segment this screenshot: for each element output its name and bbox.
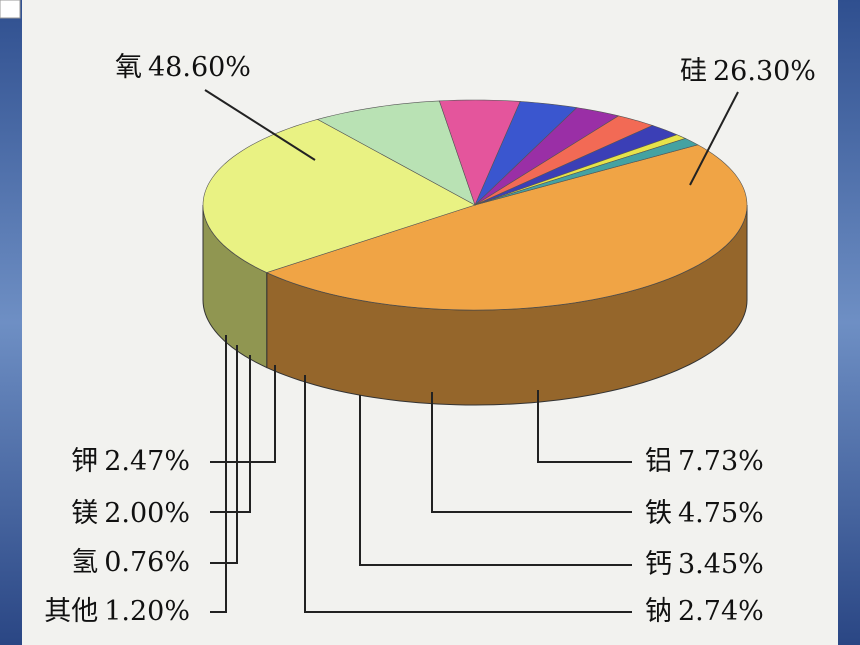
category-label: 钾 bbox=[71, 446, 98, 477]
slice-label: 钠 2.74% bbox=[645, 596, 764, 627]
value-label: 3.45% bbox=[678, 549, 764, 580]
leader-line bbox=[210, 345, 238, 564]
leader-line bbox=[204, 89, 316, 161]
slice-label: 铁 4.75% bbox=[645, 498, 764, 529]
leader-line bbox=[537, 390, 632, 463]
right-border bbox=[838, 0, 860, 645]
labels: 氧 48.60% 硅 26.30%铝 7.73%铁 4.75%钙 3.45%钠 2.74%钾 2… bbox=[44, 52, 816, 627]
value-label: 7.73% bbox=[678, 446, 764, 477]
slice bbox=[438, 99, 521, 206]
leader-line bbox=[210, 365, 276, 463]
leader-line bbox=[689, 91, 739, 186]
slice-label: 钾 2.47% bbox=[71, 446, 190, 477]
slice bbox=[474, 101, 578, 206]
value-label: 48.60% bbox=[148, 52, 251, 83]
slice-label: 铝 7.73% bbox=[645, 446, 764, 477]
leader-line bbox=[359, 395, 632, 566]
leader-line bbox=[431, 392, 632, 513]
value-label: 2.74% bbox=[678, 596, 764, 627]
slice-label: 氧 48.60% bbox=[115, 52, 251, 83]
slice bbox=[474, 115, 654, 206]
corner-tab bbox=[0, 0, 21, 19]
category-label: 硅 bbox=[680, 56, 707, 87]
category-label: 铁 bbox=[645, 498, 672, 529]
value-label: 4.75% bbox=[678, 498, 764, 529]
category-label: 钠 bbox=[645, 596, 672, 627]
value-label: 2.47% bbox=[104, 446, 190, 477]
slice bbox=[474, 107, 620, 206]
value-label: 26.30% bbox=[713, 56, 816, 87]
leader-line bbox=[304, 375, 632, 613]
category-label: 氧 bbox=[115, 52, 142, 83]
value-label: 0.76% bbox=[104, 547, 190, 578]
category-label: 铝 bbox=[645, 446, 672, 477]
slice-label: 其他 1.20% bbox=[44, 596, 190, 627]
slice bbox=[265, 144, 748, 311]
slice-label: 镁 2.00% bbox=[71, 498, 190, 529]
slice bbox=[474, 138, 699, 206]
slice bbox=[316, 100, 476, 206]
pie bbox=[202, 99, 748, 406]
slice-label: 氢 0.76% bbox=[71, 547, 190, 578]
slice-label: 硅 26.30% bbox=[680, 56, 816, 87]
left-border bbox=[0, 0, 22, 645]
slice-label: 钙 3.45% bbox=[645, 549, 764, 580]
leader-line bbox=[210, 335, 227, 613]
category-label: 氢 bbox=[71, 547, 98, 578]
value-label: 1.20% bbox=[104, 596, 190, 627]
category-label: 镁 bbox=[71, 498, 98, 529]
slice bbox=[202, 119, 476, 273]
leader-lines bbox=[204, 89, 739, 613]
leader-line bbox=[210, 355, 251, 513]
category-label: 其他 bbox=[44, 596, 98, 627]
category-label: 钙 bbox=[645, 549, 672, 580]
value-label: 2.00% bbox=[104, 498, 190, 529]
